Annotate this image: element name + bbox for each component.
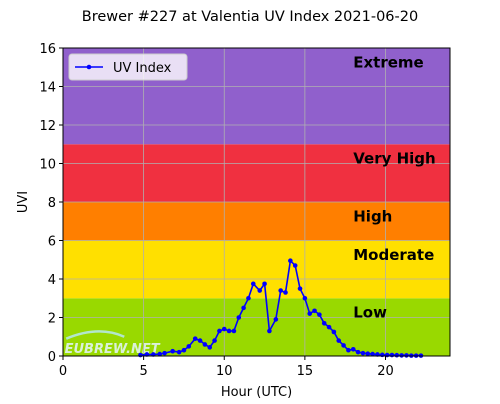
x-axis-label: Hour (UTC) — [221, 385, 292, 400]
legend-marker — [86, 64, 92, 70]
data-point — [226, 328, 232, 334]
y-tick-label: 8 — [48, 196, 56, 211]
band-label-high: High — [353, 207, 392, 225]
data-point — [170, 348, 175, 354]
data-point — [241, 305, 246, 311]
data-point — [231, 328, 237, 334]
data-point — [217, 328, 222, 334]
x-axis-ticks: 0 5 10 15 20 — [59, 356, 394, 379]
data-point — [138, 352, 143, 358]
x-tick-label: 5 — [139, 364, 147, 379]
data-point — [221, 326, 227, 332]
y-tick-label: 14 — [39, 81, 56, 96]
band-label-extreme: Extreme — [353, 53, 423, 71]
data-point — [207, 345, 213, 350]
y-axis-ticks: 0 2 4 6 8 10 12 14 16 — [39, 42, 63, 365]
data-point — [404, 353, 409, 358]
y-tick-label: 0 — [48, 350, 56, 365]
data-point — [312, 308, 317, 314]
chart-title: Brewer #227 at Valentia UV Index 2021-06… — [82, 9, 418, 25]
x-tick-label: 15 — [297, 364, 314, 379]
data-point — [181, 347, 187, 353]
data-point — [186, 344, 192, 349]
data-point — [212, 338, 217, 343]
y-tick-label: 6 — [48, 235, 56, 250]
data-point — [326, 324, 332, 330]
x-tick-label: 0 — [59, 364, 67, 379]
y-axis-label: UVI — [16, 191, 31, 213]
data-point — [273, 317, 279, 322]
band-label-low: Low — [353, 304, 387, 322]
x-tick-label: 10 — [216, 364, 233, 379]
data-point — [246, 295, 251, 301]
y-tick-label: 4 — [48, 273, 56, 288]
data-point — [236, 315, 242, 320]
data-point — [399, 353, 404, 358]
data-point — [162, 350, 167, 356]
y-tick-label: 2 — [48, 312, 56, 327]
data-point — [336, 338, 342, 343]
data-point — [278, 288, 283, 293]
data-point — [307, 311, 313, 316]
data-point — [302, 295, 308, 301]
data-point — [257, 288, 263, 293]
data-point — [355, 349, 361, 355]
data-point — [192, 336, 198, 341]
data-point — [283, 290, 288, 295]
data-point — [360, 350, 366, 356]
data-point — [394, 352, 400, 358]
data-point — [350, 346, 356, 352]
data-point — [317, 312, 322, 317]
data-point — [197, 338, 203, 343]
data-point — [389, 352, 395, 358]
band-labels: Low Moderate High Very High Extreme — [353, 53, 435, 321]
data-point — [157, 351, 163, 357]
data-point — [365, 351, 371, 356]
y-tick-label: 10 — [39, 158, 56, 173]
series-layer — [138, 258, 424, 358]
data-point — [176, 349, 182, 355]
legend-entry-uv-index: UV Index — [113, 61, 172, 76]
legend: UV Index — [68, 53, 188, 81]
data-point — [370, 351, 375, 357]
data-point — [331, 329, 337, 335]
data-point — [267, 328, 272, 334]
band-label-moderate: Moderate — [353, 246, 434, 264]
data-point — [292, 263, 298, 268]
watermark-text: EUBREW.NET — [65, 342, 161, 357]
data-point — [288, 258, 293, 264]
data-point — [262, 281, 267, 287]
grid-lines — [63, 48, 450, 356]
legend-box — [68, 53, 188, 81]
band-label-very-high: Very High — [353, 150, 435, 168]
y-tick-label: 12 — [39, 119, 56, 134]
data-point — [321, 320, 327, 326]
data-point — [202, 342, 208, 347]
y-tick-label: 16 — [39, 42, 56, 57]
data-point — [346, 347, 351, 353]
data-point — [297, 286, 303, 291]
watermark: EUBREW.NET — [65, 330, 161, 357]
data-point — [341, 343, 346, 348]
x-tick-label: 20 — [377, 364, 394, 379]
data-point — [250, 281, 256, 287]
watermark-arc — [65, 330, 125, 340]
